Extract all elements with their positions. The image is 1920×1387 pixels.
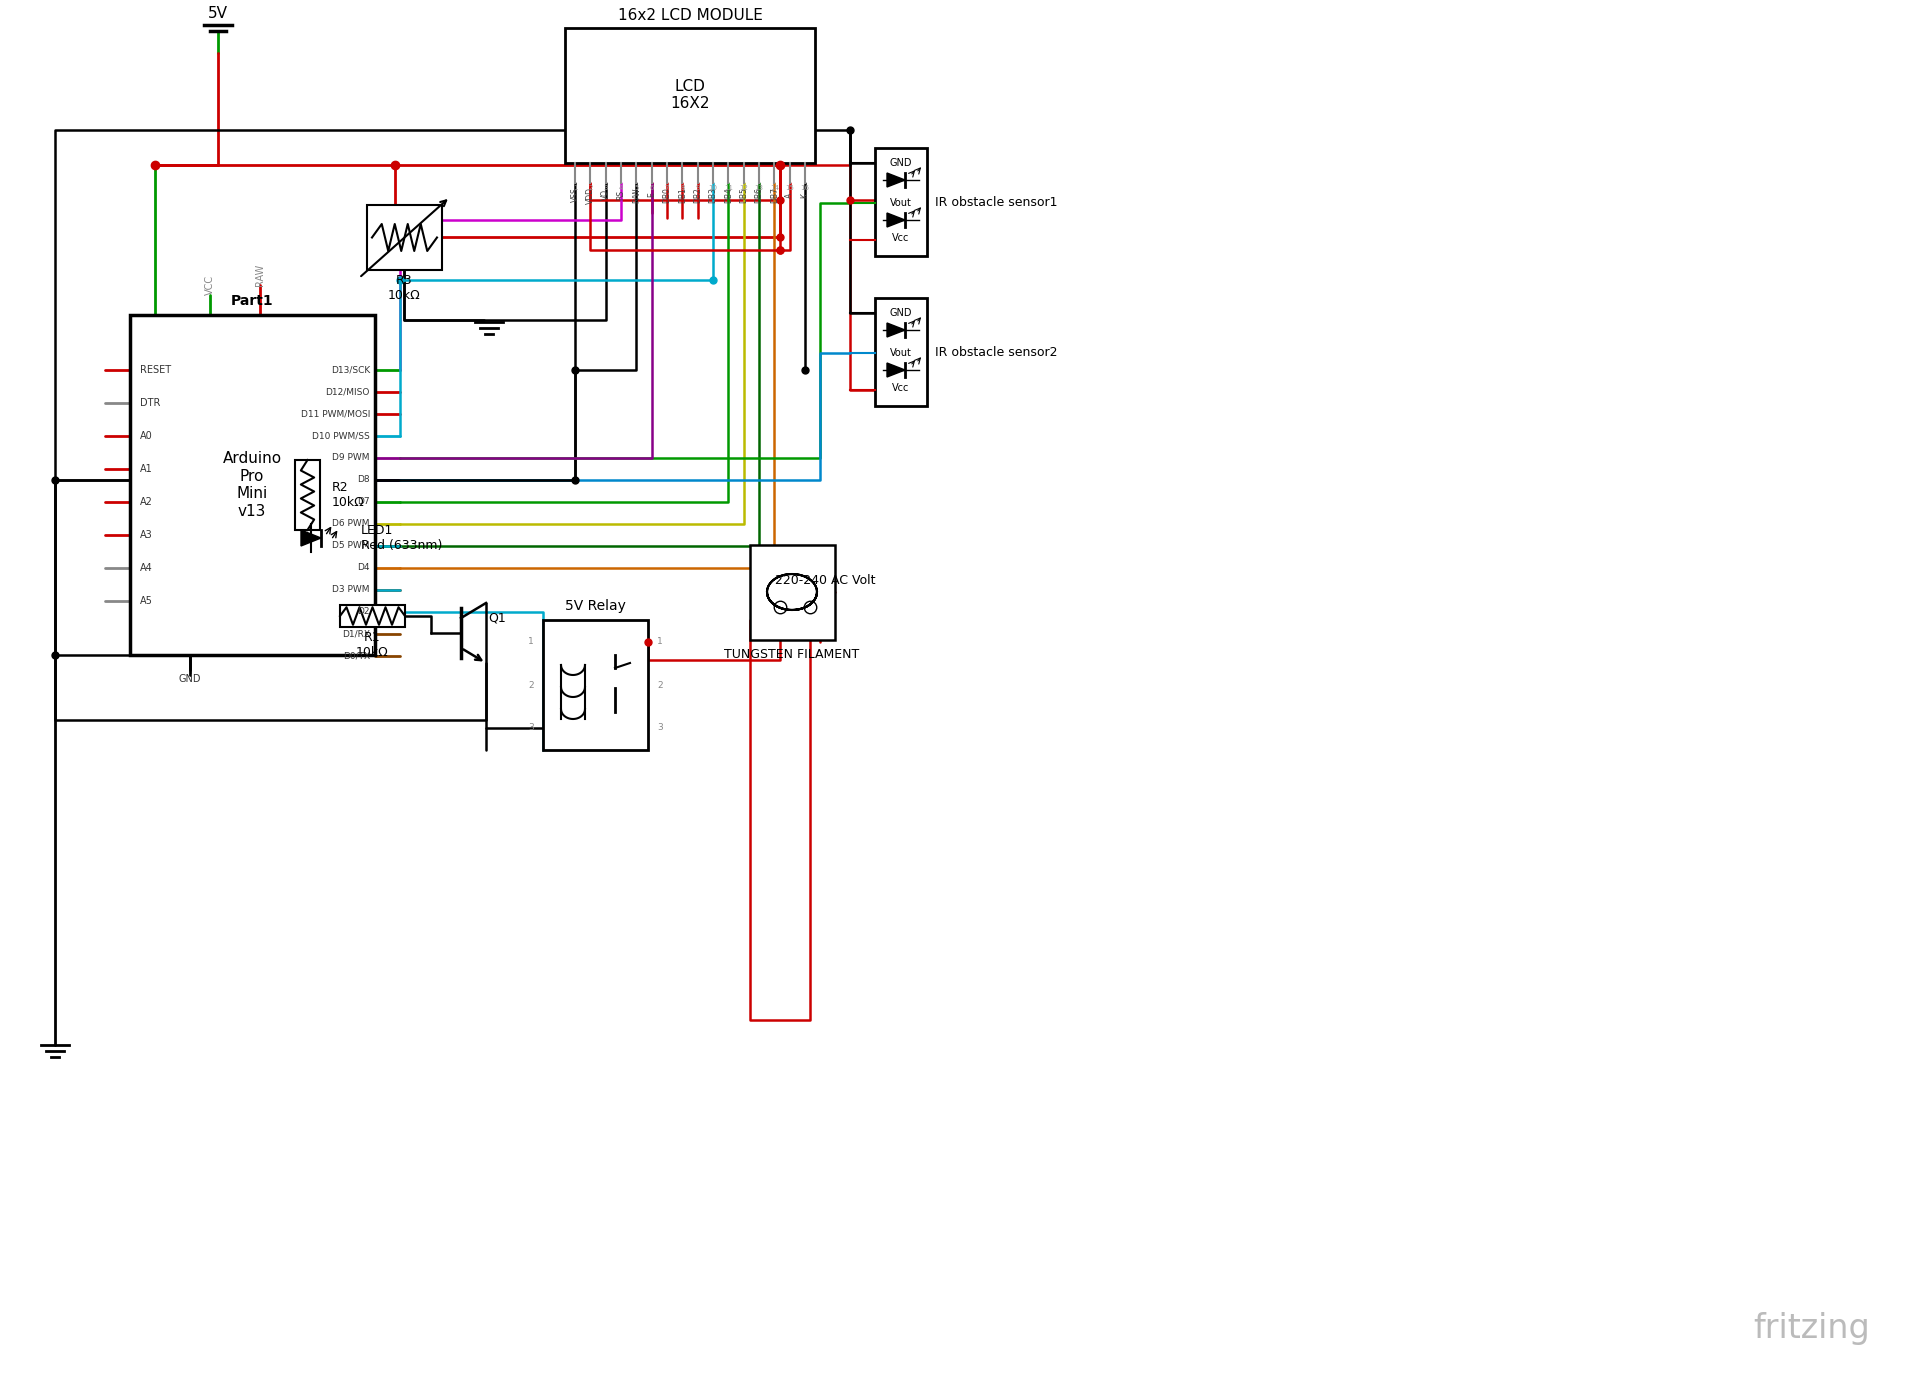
Bar — [340, 605, 405, 627]
Text: 1: 1 — [657, 638, 662, 646]
Text: DB2: DB2 — [693, 187, 703, 203]
Text: R2
10kΩ: R2 10kΩ — [332, 481, 365, 509]
Text: GND: GND — [889, 158, 912, 168]
Bar — [131, 315, 374, 655]
Text: IR obstacle sensor1: IR obstacle sensor1 — [935, 196, 1058, 208]
Text: 1: 1 — [528, 638, 534, 646]
Text: DB0: DB0 — [662, 187, 672, 203]
Text: 14: 14 — [770, 184, 780, 191]
Text: 16x2 LCD MODULE: 16x2 LCD MODULE — [618, 8, 762, 24]
Text: VCC: VCC — [205, 275, 215, 295]
Text: 5V Relay: 5V Relay — [564, 599, 626, 613]
Text: 3: 3 — [528, 724, 534, 732]
Bar — [367, 205, 442, 270]
Text: A2: A2 — [140, 497, 154, 508]
Text: 3: 3 — [603, 184, 609, 191]
Text: D6 PWM: D6 PWM — [332, 520, 371, 528]
Text: D13/SCK: D13/SCK — [330, 366, 371, 374]
Text: VO: VO — [601, 190, 611, 201]
Text: D0/TX: D0/TX — [344, 652, 371, 660]
Text: D10 PWM/SS: D10 PWM/SS — [313, 431, 371, 441]
Text: A1: A1 — [140, 465, 154, 474]
Text: 220-240 AC Volt: 220-240 AC Volt — [776, 573, 876, 587]
Text: DB1: DB1 — [678, 187, 687, 203]
Text: K: K — [801, 193, 810, 197]
Text: DB5: DB5 — [739, 187, 749, 203]
Text: D5 PWM: D5 PWM — [332, 541, 371, 551]
Text: TUNGSTEN FILAMENT: TUNGSTEN FILAMENT — [724, 649, 860, 662]
Text: 12: 12 — [739, 184, 749, 191]
Text: RAW: RAW — [255, 264, 265, 286]
Text: Vout: Vout — [891, 198, 912, 208]
Bar — [564, 28, 814, 164]
Text: 8: 8 — [680, 184, 685, 191]
Text: DB3: DB3 — [708, 187, 718, 203]
Bar — [296, 460, 321, 530]
Text: 4: 4 — [618, 184, 624, 191]
Text: 3: 3 — [657, 724, 662, 732]
Text: D3 PWM: D3 PWM — [332, 585, 371, 595]
Text: Arduino
Pro
Mini
v13: Arduino Pro Mini v13 — [223, 451, 282, 519]
Text: A3: A3 — [140, 530, 154, 540]
Polygon shape — [887, 214, 904, 227]
Text: IR obstacle sensor2: IR obstacle sensor2 — [935, 345, 1058, 358]
Text: RS: RS — [616, 190, 626, 200]
Text: D9 PWM: D9 PWM — [332, 454, 371, 462]
Text: Vout: Vout — [891, 348, 912, 358]
Text: 9: 9 — [695, 184, 701, 191]
Text: A5: A5 — [140, 596, 154, 606]
Text: LED1
Red (633nm): LED1 Red (633nm) — [361, 524, 442, 552]
Text: Part1: Part1 — [230, 294, 273, 308]
Text: LCD
16X2: LCD 16X2 — [670, 79, 710, 111]
Text: A: A — [785, 193, 795, 197]
Text: R3
10kΩ: R3 10kΩ — [388, 275, 420, 302]
Text: DB6: DB6 — [755, 187, 764, 203]
Text: 16: 16 — [801, 184, 810, 191]
Bar — [543, 620, 649, 750]
Text: 5: 5 — [634, 184, 639, 191]
Polygon shape — [887, 363, 904, 377]
Text: D1/RX: D1/RX — [342, 630, 371, 638]
Text: DB7: DB7 — [770, 187, 780, 203]
Text: D7: D7 — [357, 498, 371, 506]
Text: GND: GND — [179, 674, 202, 684]
Text: E: E — [647, 193, 657, 197]
Text: DTR: DTR — [140, 398, 161, 408]
Text: R/W: R/W — [632, 187, 641, 203]
Text: A0: A0 — [140, 431, 154, 441]
Bar — [751, 545, 835, 639]
Polygon shape — [887, 173, 904, 187]
Polygon shape — [887, 323, 904, 337]
Text: 6: 6 — [649, 184, 655, 191]
Text: 11: 11 — [724, 184, 733, 191]
Text: RESET: RESET — [140, 365, 171, 374]
Text: R1
10kΩ: R1 10kΩ — [355, 631, 388, 659]
Text: 10: 10 — [708, 184, 718, 191]
Text: DB4: DB4 — [724, 187, 733, 203]
Polygon shape — [301, 530, 321, 546]
Bar — [876, 148, 927, 257]
Text: 1: 1 — [572, 184, 578, 191]
Text: Vcc: Vcc — [893, 383, 910, 393]
Text: 2: 2 — [657, 681, 662, 689]
Text: A4: A4 — [140, 563, 154, 573]
Text: 2: 2 — [588, 184, 593, 191]
Text: VSS: VSS — [570, 187, 580, 203]
Text: 5V: 5V — [207, 6, 228, 21]
Text: VDD: VDD — [586, 186, 595, 204]
Text: fritzing: fritzing — [1753, 1312, 1870, 1345]
Text: Vcc: Vcc — [893, 233, 910, 243]
Text: 15: 15 — [785, 184, 795, 191]
Text: 7: 7 — [664, 184, 670, 191]
Bar — [876, 298, 927, 406]
Text: D8: D8 — [357, 476, 371, 484]
Text: 2: 2 — [528, 681, 534, 689]
Text: Q1: Q1 — [488, 612, 505, 624]
Text: D2: D2 — [357, 608, 371, 616]
Text: GND: GND — [889, 308, 912, 318]
Text: D11 PWM/MOSI: D11 PWM/MOSI — [301, 409, 371, 419]
Text: 13: 13 — [755, 184, 764, 191]
Text: D4: D4 — [357, 563, 371, 573]
Text: D12/MISO: D12/MISO — [326, 387, 371, 397]
